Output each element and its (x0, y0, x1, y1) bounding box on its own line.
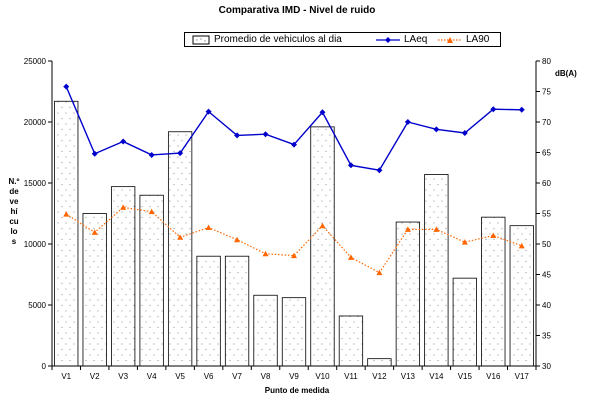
point-la90-V13 (404, 226, 411, 232)
point-laeq-V5 (177, 150, 184, 157)
point-la90-V10 (319, 222, 326, 229)
y-tick-label-right: 70 (542, 118, 551, 127)
point-la90-V16 (490, 232, 497, 238)
bar-V7 (224, 255, 250, 367)
y-tick-label-right: 75 (542, 88, 551, 97)
bar-V14 (424, 174, 449, 367)
x-tick-label: V9 (289, 372, 299, 381)
y-tick-label-right: 45 (542, 271, 551, 280)
x-tick-label: V2 (90, 372, 100, 381)
point-laeq-V11 (347, 162, 354, 169)
point-la90-V3 (120, 204, 127, 210)
bar-V2 (82, 213, 107, 367)
y-tick-label-right: 55 (542, 210, 551, 219)
y-tick-label-right: 60 (542, 179, 551, 188)
point-laeq-V15 (461, 129, 468, 136)
point-la90-V15 (461, 239, 468, 245)
point-la90-V1 (63, 211, 70, 217)
y-tick-label-right: 50 (542, 240, 551, 249)
bar-V12 (367, 358, 392, 367)
y-tick-label-left: 5000 (28, 301, 46, 310)
bar-V3 (111, 186, 136, 367)
chart-title: Comparativa IMD - Nivel de ruido (218, 5, 376, 16)
point-la90-V8 (262, 250, 269, 257)
x-tick-label: V6 (204, 372, 214, 381)
x-tick-label: V5 (175, 372, 185, 381)
y-tick-label-left: 25000 (24, 57, 47, 66)
x-tick-label: V4 (147, 372, 157, 381)
x-tick-label: V16 (486, 372, 501, 381)
point-la90-V17 (518, 242, 525, 249)
x-axis-label: Punto de medida (264, 386, 330, 395)
x-tick-label: V8 (261, 372, 271, 381)
point-laeq-V2 (91, 150, 98, 157)
point-laeq-V12 (376, 167, 383, 174)
x-tick-label: V14 (429, 372, 444, 381)
x-tick-label: V10 (315, 372, 330, 381)
bar-V1 (54, 100, 79, 367)
x-tick-label: V11 (344, 372, 358, 381)
x-tick-label: V13 (401, 372, 416, 381)
legend-bar-swatch (192, 35, 210, 45)
x-tick-label: V15 (458, 372, 473, 381)
point-laeq-V10 (319, 109, 326, 116)
y-tick-label-left: 0 (42, 362, 47, 371)
point-la90-V12 (376, 269, 383, 276)
point-la90-V5 (177, 234, 184, 240)
bar-V4 (139, 194, 164, 367)
x-tick-label: V3 (118, 372, 128, 381)
y-tick-label-right: 40 (542, 301, 551, 310)
point-la90-V4 (148, 208, 155, 215)
point-la90-V7 (234, 236, 241, 243)
point-laeq-V3 (120, 138, 127, 145)
point-laeq-V16 (490, 106, 497, 113)
bar-V13 (395, 221, 421, 367)
bar-V15 (452, 277, 477, 367)
point-la90-V9 (291, 252, 297, 259)
x-tick-label: V7 (232, 372, 242, 381)
legend-label-laeq: LAeq (404, 34, 428, 45)
y-tick-label-right: 65 (542, 149, 551, 158)
legend-label-bars: Promedio de vehiculos al dia (214, 34, 342, 45)
y-tick-label-right: 80 (542, 57, 551, 66)
legend-la90-swatch (438, 37, 462, 43)
x-tick-label: V1 (61, 372, 71, 381)
point-laeq-V1 (63, 83, 70, 90)
point-laeq-V9 (291, 141, 297, 148)
bar-V16 (481, 216, 506, 367)
point-la90-V2 (91, 229, 98, 235)
bar-V11 (338, 315, 364, 367)
point-la90-V11 (347, 254, 354, 260)
point-la90-V6 (205, 224, 212, 231)
point-laeq-V4 (148, 151, 155, 158)
bar-V8 (253, 294, 278, 367)
bar-V5 (167, 131, 193, 367)
point-laeq-V17 (518, 106, 525, 113)
chart-legend: Promedio de vehiculos al dia LAeq LA90 (184, 32, 501, 47)
y-axis-label-right: dB(A) (555, 69, 577, 78)
point-laeq-V13 (404, 119, 411, 125)
bar-V6 (196, 255, 221, 367)
y-tick-label-left: 10000 (24, 240, 47, 249)
y-tick-label-left: 15000 (24, 179, 47, 188)
y-tick-label-right: 35 (542, 332, 551, 341)
bar-V10 (310, 126, 335, 367)
point-laeq-V8 (262, 131, 269, 138)
x-tick-label: V12 (372, 372, 387, 381)
legend-laeq-swatch (376, 37, 400, 43)
legend-label-la90: LA90 (466, 34, 490, 45)
y-tick-label-right: 30 (542, 362, 551, 371)
bar-V9 (281, 297, 307, 367)
point-la90-V14 (433, 226, 440, 232)
point-laeq-V14 (433, 126, 440, 133)
line-laeq (65, 86, 522, 171)
y-tick-label-left: 20000 (24, 118, 47, 127)
y-axis-label-left: N.º de ve hí cu lo s (8, 177, 20, 246)
point-laeq-V7 (234, 132, 241, 139)
x-tick-label: V17 (515, 372, 530, 381)
point-laeq-V6 (205, 108, 212, 115)
